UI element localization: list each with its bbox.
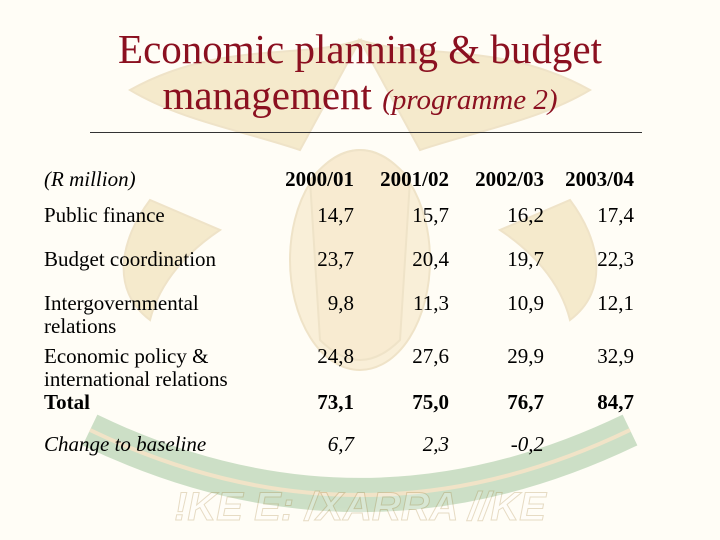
cell-value: 32,9 — [597, 344, 634, 368]
cell-value: 12,1 — [597, 291, 634, 315]
row-label-line-2: international relations — [44, 367, 228, 391]
table-row: Budget coordination 23,7 20,4 19,7 22,3 — [44, 248, 634, 292]
title-line-2: management (programme 2) — [0, 72, 720, 123]
budget-table: (R million) 2000/01 2001/02 2002/03 2003… — [44, 168, 634, 456]
cell-value: 23,7 — [317, 247, 354, 271]
cell-value: 9,8 — [327, 291, 354, 315]
column-header: 2000/01 — [285, 167, 354, 191]
total-value: 73,1 — [317, 390, 354, 414]
row-label-line-1: Economic policy & — [44, 344, 209, 368]
title-subtitle: (programme 2) — [382, 84, 558, 116]
cell-value: 24,8 — [317, 344, 354, 368]
change-label: Change to baseline — [44, 432, 207, 456]
total-label: Total — [44, 390, 90, 414]
table-row: Intergovernmental relations 9,8 11,3 10,… — [44, 292, 634, 345]
title-line-1: Economic planning & budget — [118, 26, 602, 72]
row-label-line-1: Intergovernmental — [44, 291, 199, 315]
cell-value: 20,4 — [412, 247, 449, 271]
header-row: (R million) 2000/01 2001/02 2002/03 2003… — [44, 168, 634, 204]
title-main: management — [162, 72, 372, 118]
table-row: Public finance 14,7 15,7 16,2 17,4 — [44, 204, 634, 248]
cell-value: 19,7 — [507, 247, 544, 271]
total-row: Total 73,1 75,0 76,7 84,7 — [44, 391, 634, 433]
cell-value: 16,2 — [507, 203, 544, 227]
cell-value: 15,7 — [412, 203, 449, 227]
total-value: 75,0 — [412, 390, 449, 414]
row-label-line-2: relations — [44, 314, 117, 338]
slide-title: Economic planning & budget management (p… — [0, 26, 720, 123]
row-label: Public finance — [44, 203, 165, 227]
column-header: 2003/04 — [565, 167, 634, 191]
change-row: Change to baseline 6,7 2,3 -0,2 — [44, 433, 634, 456]
row-label: Budget coordination — [44, 247, 217, 271]
total-value: 76,7 — [507, 390, 544, 414]
emblem-motto: !KE E: /XARRA //KE — [174, 485, 547, 529]
total-value: 84,7 — [597, 390, 634, 414]
title-divider — [90, 132, 642, 133]
cell-value: 10,9 — [507, 291, 544, 315]
cell-value: 29,9 — [507, 344, 544, 368]
row-label: Economic policy & international relation… — [44, 345, 254, 391]
row-label: Intergovernmental relations — [44, 292, 254, 345]
change-value: 2,3 — [422, 432, 449, 456]
change-value: -0,2 — [510, 432, 544, 456]
cell-value: 14,7 — [317, 203, 354, 227]
cell-value: 27,6 — [412, 344, 449, 368]
unit-label: (R million) — [44, 167, 136, 191]
change-value: 6,7 — [327, 432, 354, 456]
cell-value: 22,3 — [597, 247, 634, 271]
column-header: 2002/03 — [475, 167, 544, 191]
cell-value: 11,3 — [413, 291, 449, 315]
column-header: 2001/02 — [380, 167, 449, 191]
table-row: Economic policy & international relation… — [44, 345, 634, 391]
cell-value: 17,4 — [597, 203, 634, 227]
change-value-empty — [544, 433, 634, 456]
